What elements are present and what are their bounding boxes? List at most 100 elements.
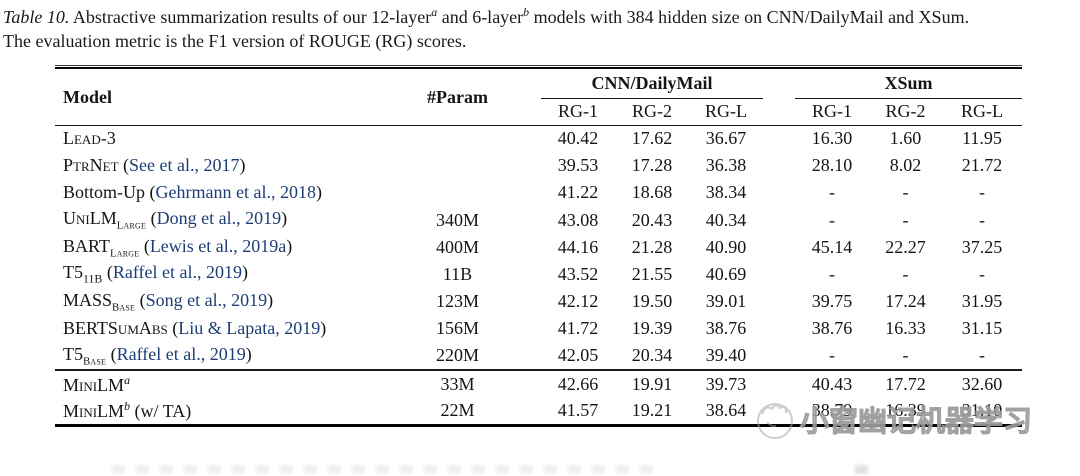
param-cell: 123M (435, 291, 479, 312)
value-cell: 36.38 (705, 155, 747, 176)
column-header-rg-1-xsum: RG-1 (795, 98, 870, 126)
column-group-cnn-dailymail: CNN/DailyMail (541, 70, 764, 99)
column-gap (763, 288, 795, 315)
text-part: b (523, 5, 530, 19)
text-part: models with 384 hidden size on CNN/Daily… (529, 7, 970, 27)
value-cell: 38.64 (705, 400, 747, 421)
param-cell: 400M (435, 236, 479, 257)
text-part: b (124, 399, 130, 414)
value-cell: 40.43 (795, 368, 870, 398)
model-cell: Bottom-Up (Gehrmann et al., 2018) (55, 179, 400, 206)
model-cell: MiniLMb (w/ TA) (55, 398, 400, 426)
table-row: PtrNet (See et al., 2017) 39.53 17.28 36.38… (55, 152, 1022, 179)
value-cell: 19.39 (631, 318, 673, 339)
citation-link[interactable]: Song et al., 2019 (145, 289, 268, 310)
model-cell: MASSBase (Song et al., 2019) (55, 288, 400, 315)
value-cell: 39.75 (811, 291, 853, 312)
column-gap (763, 315, 795, 342)
table-row: T5Base (Raffel et al., 2019) 220M 42.05 20.… (55, 343, 1022, 370)
value-cell: 39.73 (689, 368, 764, 398)
text-part: Large (116, 219, 147, 232)
column-gap (763, 398, 795, 426)
column-group-xsum: XSum (795, 70, 1023, 99)
value-cell: 43.08 (557, 209, 599, 230)
text-part: 11B (83, 271, 103, 286)
citation-link[interactable]: See et al., 2017 (129, 155, 240, 176)
minilm-rows: MiniLMa 33M 42.66 19.91 39.73 40.43 17.72 32.60… (55, 368, 1023, 426)
text-part: T5 (63, 262, 83, 283)
text-part: Base (83, 355, 107, 368)
citation-link[interactable]: Gehrmann et al., 2018 (155, 182, 316, 203)
value-cell: 42.12 (557, 291, 599, 312)
value-cell: 17.24 (885, 291, 926, 312)
value-cell: 16.30 (811, 128, 853, 149)
value-cell: 32.60 (942, 368, 1023, 398)
text-part: UniLM (63, 208, 117, 229)
param-cell (400, 152, 515, 179)
table-row: Lead-3 40.42 17.62 36.67 16.30 1.60 11.95 (55, 125, 1022, 152)
value-cell: 22.27 (885, 236, 926, 257)
text-part: ( (102, 262, 113, 283)
text-part: Base (112, 301, 136, 314)
value-cell: - (902, 345, 909, 366)
value-cell: - (902, 182, 909, 203)
text-part: BERTSumAbs (63, 318, 168, 339)
param-cell: 22M (440, 400, 475, 421)
text-part: ( (118, 155, 130, 176)
column-header-rg-1-cnn: RG-1 (541, 98, 615, 126)
citation-link[interactable]: Raffel et al., 2019 (112, 262, 242, 283)
value-cell: 31.95 (961, 291, 1003, 312)
param-cell: 11B (442, 264, 473, 285)
value-cell: 43.52 (557, 264, 599, 285)
text-part: ) (320, 318, 327, 339)
text-part: ) (267, 289, 274, 310)
table-row: BERTSumAbs (Liu & Lapata, 2019) 156M 41.72… (55, 315, 1022, 342)
column-gap (763, 343, 795, 370)
table-row: Bottom-Up (Gehrmann et al., 2018) 41.22 18… (55, 179, 1022, 206)
param-cell: 33M (400, 368, 515, 398)
value-cell: - (829, 182, 836, 203)
value-cell: 40.34 (705, 209, 747, 230)
results-table: Model #Param CNN/DailyMail XSum RG-1 RG-2… (55, 70, 1023, 428)
value-cell: - (902, 209, 909, 230)
table-caption: Table 10. Abstractive summarization resu… (3, 0, 1079, 53)
column-gap (763, 261, 795, 288)
citation-link[interactable]: Liu & Lapata, 2019 (178, 318, 321, 339)
value-cell: 36.67 (705, 128, 747, 149)
table-row: MASSBase (Song et al., 2019) 123M 42.12 19.… (55, 288, 1022, 315)
value-cell: 42.05 (557, 345, 599, 366)
value-cell: 38.76 (705, 318, 747, 339)
value-cell: 19.50 (631, 291, 673, 312)
text-part: Bottom-Up ( (63, 182, 156, 203)
column-gap (763, 234, 795, 261)
citation-link[interactable]: Dong et al., 2019 (156, 208, 282, 229)
value-cell: 19.91 (615, 368, 689, 398)
param-cell: 156M (435, 318, 479, 339)
column-header-rg-l-xsum: RG-L (942, 98, 1023, 126)
text-part: PtrNet (63, 155, 119, 176)
table-header: Model #Param CNN/DailyMail XSum RG-1 RG-2… (55, 70, 1023, 126)
citation-link[interactable]: Lewis et al., 2019a (149, 235, 287, 256)
text-part: ) (281, 208, 288, 229)
value-cell: 38.76 (811, 318, 853, 339)
value-cell: 21.55 (631, 264, 673, 285)
model-cell: UniLMLarge (Dong et al., 2019) (55, 207, 400, 234)
text-part: MASS (63, 289, 113, 310)
value-cell: 41.57 (557, 400, 599, 421)
model-cell: MiniLMa (55, 368, 400, 398)
text-part: a (431, 5, 438, 19)
text-part: a (124, 372, 130, 387)
value-cell: - (829, 264, 836, 285)
value-cell: 17.72 (869, 368, 943, 398)
value-cell: - (829, 345, 836, 366)
text-part: ) (286, 235, 293, 256)
text-part: MiniLM (63, 401, 125, 422)
value-cell: 38.79 (811, 400, 853, 421)
citation-link[interactable]: Raffel et al., 2019 (116, 343, 246, 364)
text-part: and 6-layer (437, 7, 524, 27)
value-cell: 41.72 (557, 318, 599, 339)
text-part: ( (106, 343, 117, 364)
caption-line-1: Table 10. Abstractive summarization resu… (3, 0, 1079, 29)
value-cell: 31.15 (961, 318, 1003, 339)
